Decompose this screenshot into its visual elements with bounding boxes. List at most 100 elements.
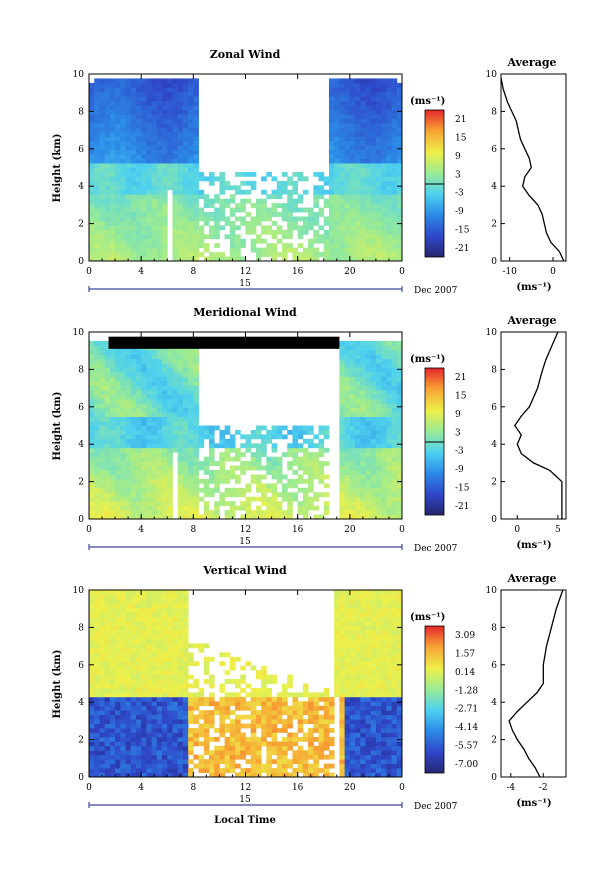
field-cell — [276, 768, 283, 773]
field-cell — [355, 416, 361, 422]
field-cell — [109, 198, 116, 204]
field-cell — [287, 216, 293, 222]
field-cell — [141, 607, 147, 613]
field-cell — [115, 603, 121, 609]
field-cell — [355, 114, 361, 119]
field-cell — [120, 105, 126, 111]
field-cell — [287, 461, 293, 466]
field-cell — [391, 238, 398, 244]
field-cell — [115, 754, 121, 760]
field-cell — [89, 510, 95, 515]
field-cell — [381, 376, 387, 382]
field-cell — [89, 114, 95, 119]
field-cell — [130, 590, 137, 595]
field-cell — [130, 171, 137, 177]
field-cell — [349, 670, 356, 675]
field-cell — [313, 754, 319, 760]
field-cell — [250, 171, 257, 177]
field-cell — [208, 212, 215, 217]
field-cell — [177, 212, 184, 217]
field-cell — [141, 514, 147, 519]
field-cell — [120, 256, 126, 261]
field-cell — [355, 487, 361, 493]
field-cell — [99, 656, 106, 662]
field-cell — [276, 429, 283, 435]
field-cell — [130, 154, 137, 159]
average-y-tick-label: 8 — [491, 107, 497, 117]
field-cell — [167, 367, 173, 373]
field-cell — [302, 501, 309, 507]
field-cell — [146, 461, 152, 466]
field-cell — [328, 154, 335, 159]
field-cell — [151, 719, 158, 724]
field-cell — [162, 728, 168, 733]
field-cell — [282, 696, 288, 702]
field-cell — [146, 91, 152, 97]
field-cell — [130, 385, 137, 391]
field-cell — [89, 358, 95, 364]
field-cell — [203, 768, 210, 773]
field-cell — [334, 91, 340, 97]
field-cell — [396, 189, 402, 195]
field-cell — [109, 167, 116, 173]
field-cell — [208, 736, 215, 742]
field-cell — [318, 465, 325, 471]
field-cell — [355, 207, 361, 213]
field-cell — [120, 763, 126, 769]
field-cell — [172, 429, 179, 435]
field-cell — [271, 505, 278, 511]
field-cell — [120, 478, 126, 484]
field-cell — [360, 185, 366, 191]
field-cell — [89, 763, 95, 769]
field-cell — [313, 194, 319, 200]
field-cell — [271, 234, 278, 240]
field-cell — [386, 363, 392, 369]
field-cell — [396, 376, 402, 382]
field-cell — [193, 487, 199, 493]
field-cell — [323, 723, 330, 729]
field-cell — [334, 136, 340, 142]
field-cell — [219, 470, 226, 475]
field-cell — [94, 367, 100, 373]
field-cell — [344, 741, 351, 747]
field-cell — [349, 514, 356, 519]
field-cell — [104, 412, 111, 417]
field-cell — [349, 741, 356, 747]
field-cell — [188, 216, 194, 222]
field-cell — [266, 701, 272, 707]
field-cell — [182, 434, 189, 440]
field-cell — [266, 229, 272, 235]
field-cell — [104, 447, 111, 453]
field-cell — [271, 750, 278, 756]
field-cell — [109, 176, 116, 182]
field-cell — [386, 100, 392, 106]
field-cell — [355, 180, 361, 186]
field-cell — [339, 87, 346, 93]
field-cell — [130, 354, 137, 360]
field-cell — [229, 679, 236, 684]
field-cell — [162, 652, 168, 658]
field-cell — [334, 216, 340, 222]
field-cell — [167, 176, 173, 182]
field-cell — [365, 398, 372, 404]
field-cell — [355, 189, 361, 195]
field-cell — [182, 483, 189, 489]
field-cell — [135, 421, 142, 426]
meridional-wind-day-label: 15 — [239, 537, 251, 547]
field-cell — [182, 670, 189, 675]
field-cell — [339, 358, 346, 364]
field-cell — [115, 634, 121, 640]
field-cell — [151, 598, 158, 604]
field-cell — [99, 247, 106, 253]
field-cell — [135, 634, 142, 640]
field-cell — [109, 256, 116, 261]
field-cell — [386, 394, 392, 400]
field-cell — [125, 220, 132, 226]
field-cell — [344, 372, 351, 377]
field-cell — [146, 621, 152, 627]
field-cell — [334, 247, 340, 253]
field-cell — [391, 243, 398, 249]
field-cell — [109, 625, 116, 631]
field-cell — [130, 759, 137, 765]
field-cell — [255, 238, 262, 244]
